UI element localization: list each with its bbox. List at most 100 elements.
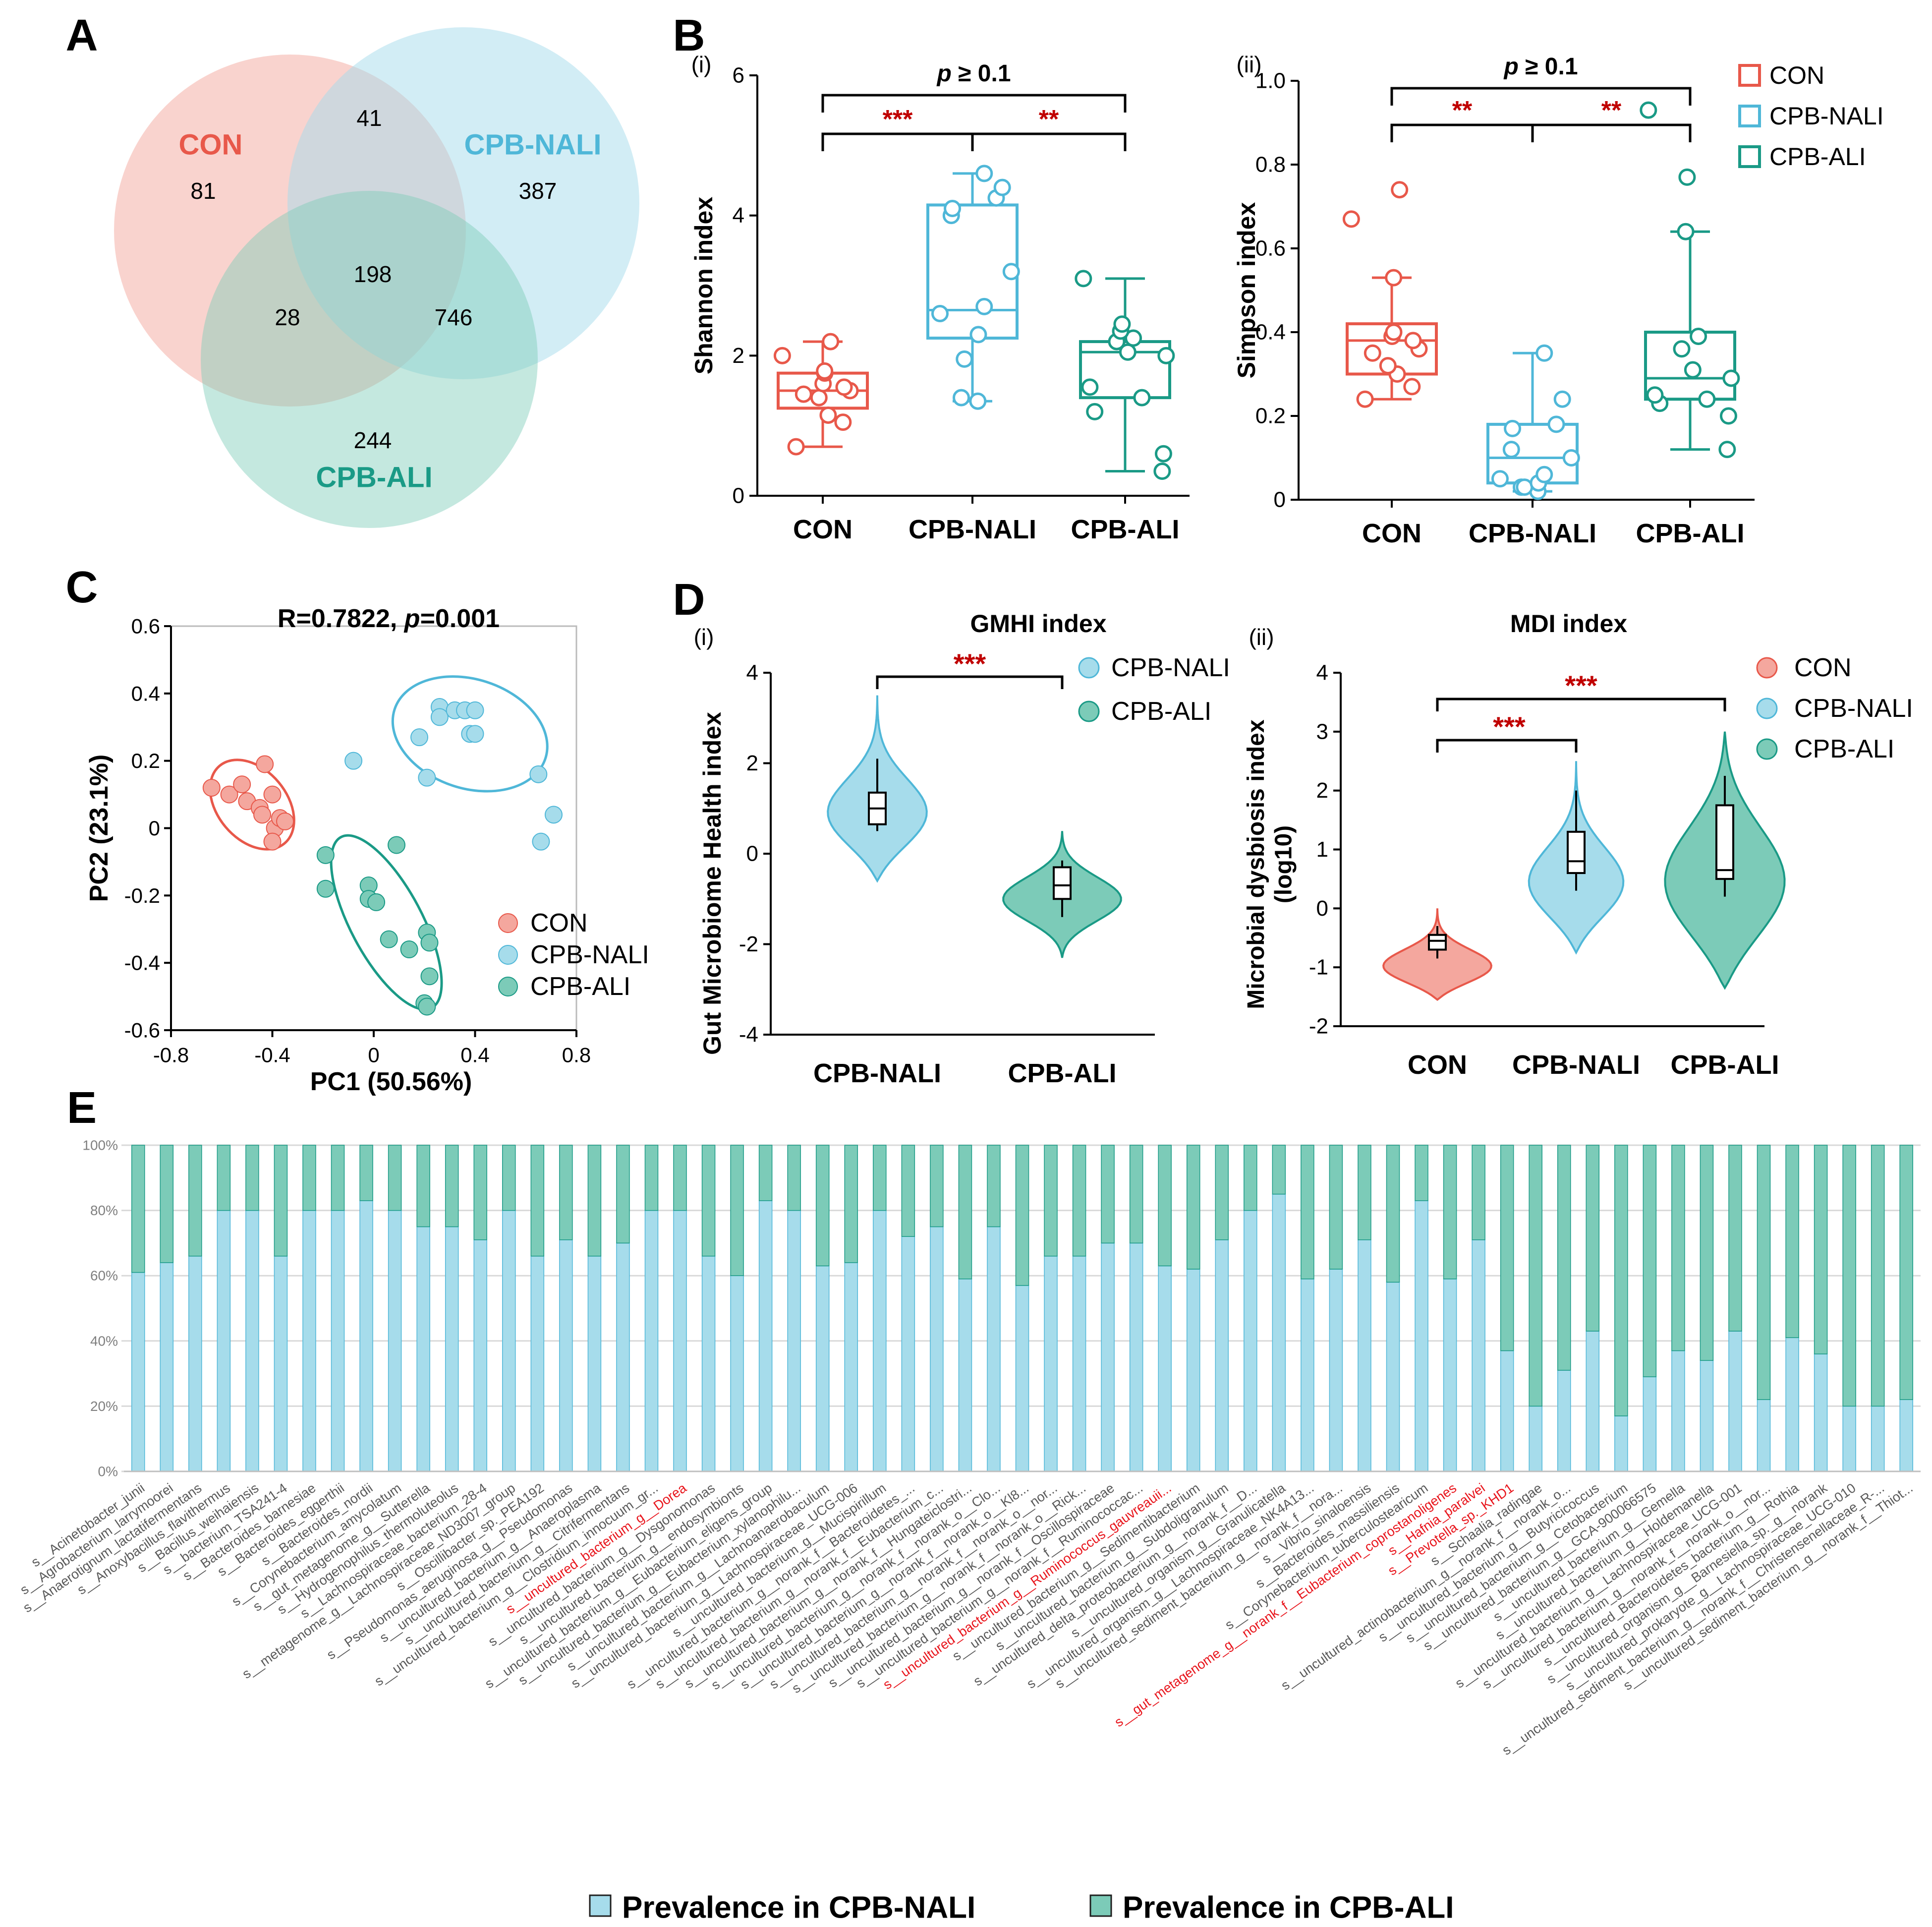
bar-ali <box>1842 1145 1856 1407</box>
legend-swatch <box>1738 145 1761 168</box>
y-tick-label: -0.2 <box>124 884 160 907</box>
data-point <box>1504 419 1522 437</box>
y-tick-label: 60% <box>90 1268 118 1284</box>
sig-label-top: *** <box>1565 670 1597 701</box>
pcoa-point <box>418 997 436 1016</box>
y-tick-label: 2 <box>746 751 758 775</box>
ellipse-nali <box>391 675 549 793</box>
y-tick-label: 40% <box>90 1333 118 1348</box>
bar-ali <box>1728 1145 1742 1332</box>
data-point <box>1646 386 1664 404</box>
y-tick-label: 4 <box>746 661 758 685</box>
legend-marker <box>1078 657 1100 679</box>
data-point <box>1086 403 1104 420</box>
y-tick-label: 0.4 <box>131 682 160 705</box>
bar-ali <box>160 1145 174 1263</box>
bar-ali <box>930 1145 944 1227</box>
pcoa-point <box>316 879 335 898</box>
y-tick-label: 0.6 <box>131 615 160 638</box>
legend-label-ali: Prevalence in CPB-ALI <box>1123 1891 1454 1925</box>
bar-nali <box>131 1272 145 1472</box>
pcoa-point <box>263 785 282 804</box>
legend-marker <box>498 913 518 933</box>
bar-ali <box>1244 1145 1257 1211</box>
data-point <box>969 392 987 410</box>
bar-nali <box>530 1255 545 1472</box>
x-axis-label: PC1 (50.56%) <box>310 1067 472 1096</box>
bar-nali <box>1899 1399 1913 1472</box>
data-point <box>1356 390 1374 408</box>
y-tick-label: 80% <box>90 1203 118 1218</box>
legend-label: CON <box>1769 61 1824 89</box>
data-point <box>1385 269 1403 287</box>
x-tick-label: 0.4 <box>460 1044 489 1067</box>
bar-nali <box>559 1239 573 1472</box>
sig-right: ** <box>1601 96 1622 125</box>
y-tick-label: 2 <box>1316 778 1328 803</box>
bracket-right <box>1531 123 1692 142</box>
p-rest: ≥ 0.1 <box>952 60 1011 87</box>
data-point <box>834 413 852 431</box>
bar-nali <box>1329 1269 1343 1472</box>
y-tick-label: 4 <box>1316 661 1328 685</box>
bar-nali <box>217 1210 231 1472</box>
legend-swatch-ali <box>1089 1894 1112 1917</box>
bar-ali <box>1785 1145 1799 1338</box>
data-point <box>1502 441 1520 459</box>
legend-marker <box>498 977 518 996</box>
legend-label: CPB-NALI <box>1769 102 1884 130</box>
legend-label: CPB-ALI <box>1769 143 1866 171</box>
bar-ali <box>1529 1145 1542 1407</box>
y-axis-label: Gut Microbiome Health index <box>698 712 726 1055</box>
data-point <box>993 178 1011 196</box>
bar-nali <box>873 1210 887 1472</box>
data-point <box>975 297 993 315</box>
bar-ali <box>274 1145 288 1257</box>
bar-ali <box>1358 1145 1371 1240</box>
venn-circle-ali <box>201 191 538 528</box>
y-tick-label: 6 <box>733 63 744 88</box>
pcoa-point <box>466 725 484 743</box>
sig-left: ** <box>1452 96 1473 125</box>
pcoa-point <box>316 846 335 864</box>
y-tick-label: 0 <box>1274 488 1286 512</box>
bar-ali <box>1871 1145 1885 1407</box>
data-point <box>819 406 837 424</box>
panel-label-c: C <box>66 563 98 612</box>
pcoa-point <box>544 806 563 824</box>
violin-box <box>1053 866 1072 900</box>
bar-ali <box>1671 1145 1685 1351</box>
bar-ali <box>1015 1145 1029 1286</box>
venn-label-con: CON <box>179 129 243 161</box>
bar-nali <box>1415 1200 1428 1472</box>
panel-c-pcoa: -0.8 -0.4 0 0.4 0.8 -0.6 -0.4 -0.2 0 0.2 0.4 0.6 PC1… <box>85 604 649 1096</box>
venn-count-only-ali: 244 <box>354 427 392 453</box>
data-point <box>835 378 853 396</box>
bar-nali <box>701 1255 716 1472</box>
bar-nali <box>1215 1239 1229 1472</box>
data-point <box>1403 378 1421 396</box>
data-point <box>931 305 949 323</box>
bar-ali <box>1472 1145 1485 1240</box>
bar-nali <box>758 1200 773 1472</box>
bar-nali <box>302 1210 316 1472</box>
bar-ali <box>188 1145 202 1257</box>
bar-ali <box>901 1145 915 1237</box>
data-point <box>953 389 970 407</box>
bar-ali <box>1272 1145 1286 1195</box>
subpanel-label: (i) <box>691 52 712 77</box>
bar-nali <box>1129 1242 1143 1472</box>
bar-ali <box>331 1145 345 1211</box>
venn-count-only-con: 81 <box>190 178 216 204</box>
bar-nali <box>1728 1331 1742 1472</box>
data-point <box>1385 323 1403 341</box>
bar-ali <box>1158 1145 1172 1267</box>
bar-nali <box>416 1226 430 1472</box>
x-tick-label: CPB-ALI <box>1071 515 1180 544</box>
bar-nali <box>1557 1370 1571 1472</box>
y-tick-label: 1.0 <box>1255 69 1286 93</box>
data-point <box>1081 378 1099 396</box>
data-point <box>1153 463 1171 480</box>
pcoa-point <box>253 806 272 824</box>
legend-label: CON <box>530 909 588 937</box>
